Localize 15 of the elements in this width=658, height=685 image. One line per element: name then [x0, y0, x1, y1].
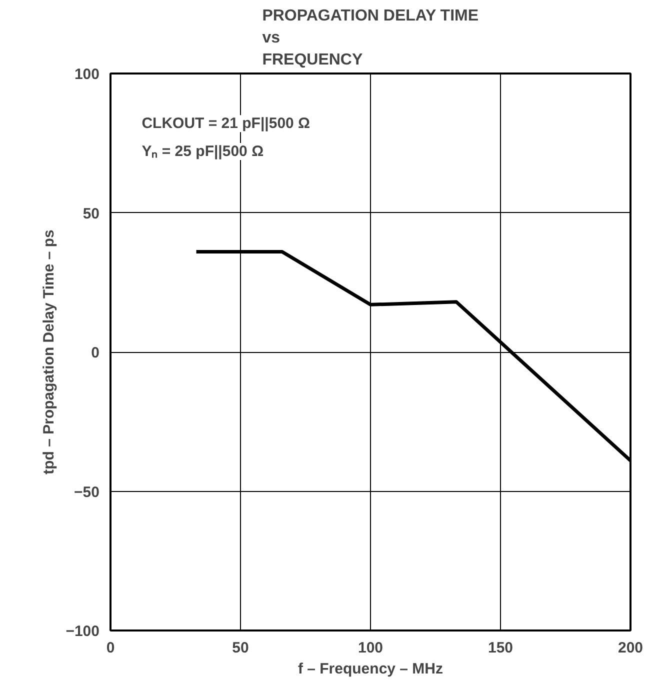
x-tick-label: 100: [358, 640, 384, 656]
x-tick-label: 0: [106, 640, 115, 656]
y-tick-label: 100: [74, 66, 100, 83]
y-tick-label: 50: [82, 205, 100, 222]
x-axis-title: f – Frequency – MHz: [298, 660, 444, 678]
x-tick-label: 150: [488, 640, 514, 656]
x-tick-label: 200: [618, 640, 644, 656]
annotation: CLKOUT = 21 pF||500 Ω: [142, 115, 310, 132]
y-tick-label: −50: [74, 484, 100, 501]
y-tick-label: 0: [91, 344, 100, 362]
annotation: Yₙ = 25 pF||500 Ω: [142, 142, 264, 160]
y-axis-title: tpd – Propagation Delay Time – ps: [40, 230, 58, 474]
x-tick-label: 50: [232, 640, 249, 656]
y-tick-label: −100: [66, 623, 100, 640]
chart-title: PROPAGATION DELAY TIME vs FREQUENCY: [262, 7, 479, 68]
